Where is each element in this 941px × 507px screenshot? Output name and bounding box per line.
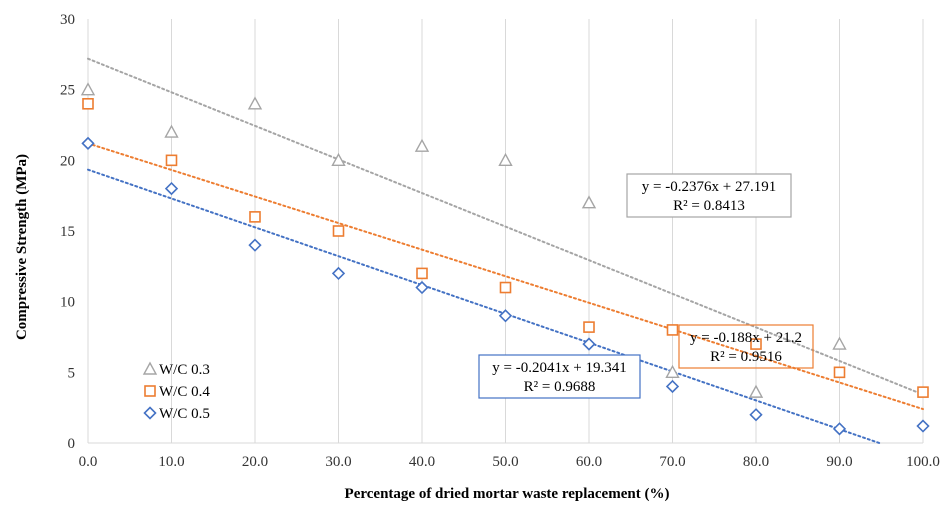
data-point-0 — [414, 138, 430, 152]
x-tick-label: 50.0 — [492, 454, 518, 470]
data-point-0 — [498, 152, 513, 167]
trendline-0 — [87, 57, 924, 396]
data-point-2 — [832, 422, 847, 436]
y-tick-labels: 0 5 10 15 20 25 30 — [60, 12, 75, 452]
equation-border-2 — [478, 354, 641, 399]
data-point-0 — [331, 152, 346, 167]
equation-border-0 — [626, 173, 792, 218]
data-point-0 — [164, 124, 179, 138]
data-point-1 — [416, 267, 428, 280]
trendlines — [87, 57, 924, 444]
data-point-1 — [332, 225, 345, 237]
x-tick-label: 60.0 — [576, 454, 602, 470]
equation-box-2: y = -0.2041x + 19.341 R² = 0.9688 — [478, 354, 641, 399]
y-tick-label: 30 — [60, 12, 75, 28]
legend-marker-1 — [144, 385, 156, 397]
trendline-equations: y = -0.2376x + 27.191 R² = 0.8413 y = -0.1… — [478, 173, 814, 399]
data-points — [80, 82, 930, 436]
data-point-0 — [247, 96, 263, 110]
data-point-1 — [583, 321, 595, 333]
data-point-2 — [665, 379, 680, 394]
data-point-2 — [916, 419, 930, 433]
y-tick-label: 15 — [60, 224, 75, 240]
data-point-2 — [415, 280, 429, 295]
data-point-2 — [498, 309, 513, 323]
data-point-0 — [832, 336, 847, 350]
x-tick-label: 10.0 — [158, 454, 184, 470]
data-point-0 — [748, 384, 764, 398]
equation-box-1: y = -0.188x + 21.2 R² = 0.9516 — [678, 324, 814, 369]
r-squared-text-1: R² = 0.9516 — [710, 349, 782, 365]
data-point-2 — [331, 266, 346, 281]
x-axis-title: Percentage of dried mortar waste replace… — [345, 486, 670, 502]
x-tick-label: 0.0 — [79, 454, 98, 470]
equation-border-1 — [678, 324, 814, 369]
trendline-1 — [87, 142, 924, 411]
y-tick-label: 25 — [60, 83, 75, 99]
r-squared-text-0: R² = 0.8413 — [673, 198, 745, 214]
data-point-1 — [82, 98, 94, 110]
data-point-2 — [81, 136, 95, 151]
legend-label-2: W/C 0.5 — [159, 406, 210, 422]
data-point-0 — [80, 82, 96, 96]
data-point-2 — [749, 408, 763, 422]
trendline-2 — [87, 168, 881, 444]
legend-marker-2 — [143, 406, 157, 420]
data-point-2 — [582, 337, 596, 351]
data-point-0 — [665, 364, 680, 379]
x-tick-label: 80.0 — [743, 454, 769, 470]
x-tick-label: 40.0 — [409, 454, 435, 470]
data-point-1 — [750, 338, 762, 350]
x-tick-labels: 0.0 10.0 20.0 30.0 40.0 50.0 60.0 70.0 80.0 90.0 1… — [79, 454, 940, 470]
legend-marker-0 — [142, 361, 158, 375]
y-tick-label: 10 — [60, 295, 75, 311]
data-point-2 — [248, 238, 262, 252]
data-point-1 — [499, 281, 512, 294]
equation-text-2: y = -0.2041x + 19.341 — [492, 360, 626, 376]
y-tick-label: 20 — [60, 153, 75, 169]
y-tick-label: 5 — [68, 365, 76, 381]
equation-box-0: y = -0.2376x + 27.191 R² = 0.8413 — [626, 173, 792, 218]
equation-text-1: y = -0.188x + 21.2 — [690, 330, 802, 346]
x-tick-label: 100.0 — [906, 454, 940, 470]
data-point-2 — [164, 181, 179, 196]
legend-label-0: W/C 0.3 — [159, 362, 210, 378]
data-point-0 — [581, 195, 597, 209]
y-tick-label: 0 — [68, 436, 76, 452]
data-point-1 — [165, 154, 178, 167]
data-point-1 — [249, 211, 261, 223]
equation-text-0: y = -0.2376x + 27.191 — [642, 179, 776, 195]
y-axis-title: Compressive Strength (MPa) — [14, 154, 30, 340]
x-tick-label: 70.0 — [659, 454, 685, 470]
legend-label-1: W/C 0.4 — [159, 384, 210, 400]
r-squared-text-2: R² = 0.9688 — [524, 379, 596, 395]
data-point-1 — [833, 366, 846, 379]
data-point-1 — [666, 324, 679, 336]
x-tick-label: 20.0 — [242, 454, 268, 470]
x-tick-label: 30.0 — [325, 454, 351, 470]
legend: W/C 0.3 W/C 0.4 W/C 0.5 — [142, 361, 210, 422]
data-point-1 — [917, 386, 929, 398]
x-tick-label: 90.0 — [826, 454, 852, 470]
